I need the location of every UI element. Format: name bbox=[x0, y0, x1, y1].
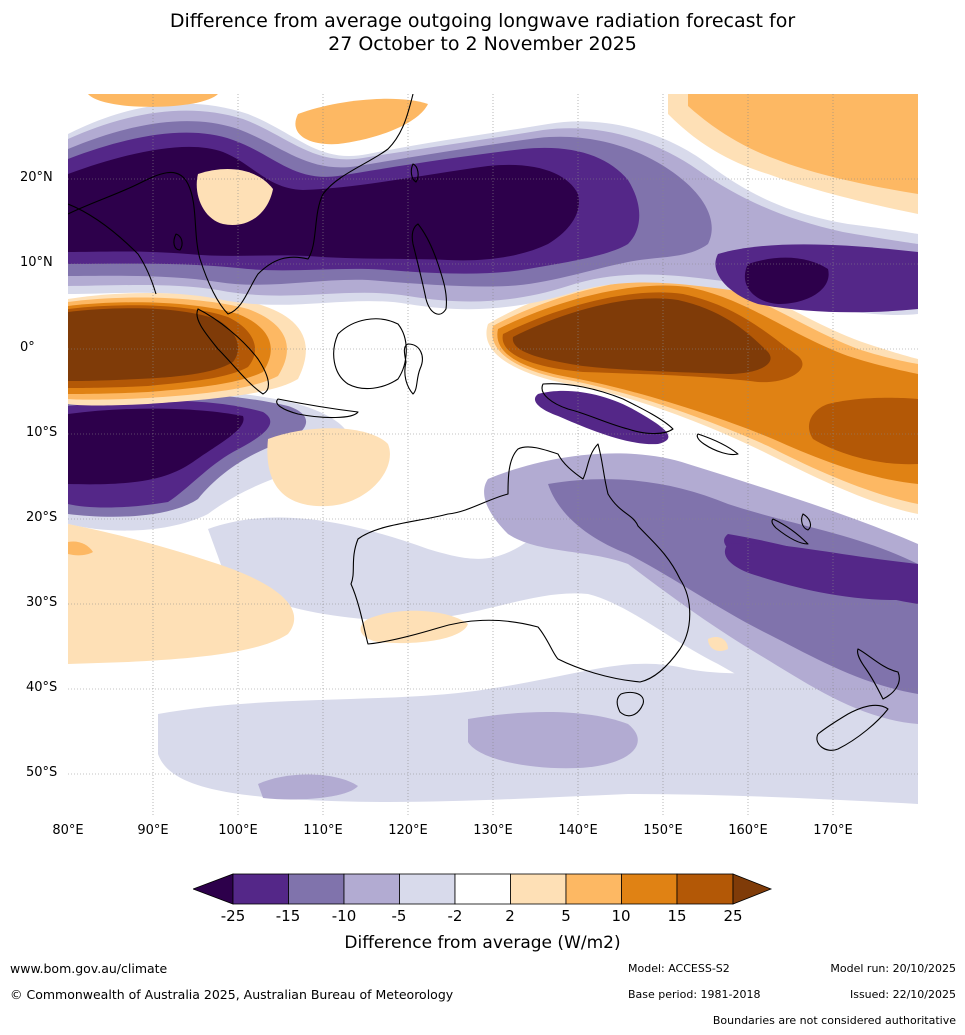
india-coastline bbox=[68, 203, 157, 295]
new-caledonia-coastline bbox=[771, 518, 809, 545]
lon-label-90e: 90°E bbox=[137, 823, 169, 838]
sumatra-coastline bbox=[196, 308, 269, 395]
lat-label-20s: 20°S bbox=[26, 510, 58, 525]
model-run-date: Model run: 20/10/2025 bbox=[830, 962, 956, 975]
colorbar-title: Difference from average (W/m2) bbox=[344, 933, 621, 953]
boundaries-disclaimer: Boundaries are not considered authoritat… bbox=[712, 1014, 956, 1027]
copyright-text: © Commonwealth of Australia 2025, Austra… bbox=[10, 987, 454, 1002]
colorbar-tick-2: -15 bbox=[275, 907, 301, 925]
sri-lanka-coastline bbox=[173, 233, 183, 251]
sulawesi-coastline bbox=[403, 343, 423, 395]
lon-label-80e: 80°E bbox=[52, 823, 84, 838]
lon-label-150e: 150°E bbox=[643, 823, 683, 838]
map-title: Difference from average outgoing longwav… bbox=[0, 10, 965, 56]
anomaly-eastern-pacific-pos-vstrong bbox=[808, 397, 918, 465]
colorbar-tick-10: 25 bbox=[723, 907, 743, 925]
colorbar-bin-9 bbox=[676, 873, 734, 905]
colorbar-bin-7 bbox=[565, 873, 622, 905]
colorbar-tick-7: 5 bbox=[561, 907, 571, 925]
anomaly-southern-australia-pos bbox=[360, 610, 468, 644]
lat-label-40s: 40°S bbox=[26, 680, 58, 695]
java-coastline bbox=[276, 398, 359, 419]
colorbar-tick-6: 2 bbox=[505, 907, 515, 925]
fiji-coastline bbox=[801, 513, 812, 531]
lat-label-50s: 50°S bbox=[26, 765, 58, 780]
lat-label-0: 0° bbox=[20, 340, 35, 355]
anomaly-pacific-strong bbox=[724, 543, 918, 600]
lat-label-10n: 10°N bbox=[20, 255, 53, 270]
australia-coastline bbox=[350, 443, 691, 683]
issued-date: Issued: 22/10/2025 bbox=[849, 988, 956, 1001]
lon-label-110e: 110°E bbox=[303, 823, 343, 838]
lon-label-140e: 140°E bbox=[558, 823, 598, 838]
colorbar-tick-8: 10 bbox=[611, 907, 631, 925]
lon-label-130e: 130°E bbox=[473, 823, 513, 838]
anomaly-southern-ocean-mid-2 bbox=[258, 774, 358, 800]
colorbar-bin-2 bbox=[288, 873, 345, 905]
colorbar-tick-1: -25 bbox=[220, 907, 246, 925]
colorbar-bin-4 bbox=[399, 873, 456, 905]
olr-anomaly-map bbox=[68, 94, 918, 816]
colorbar bbox=[193, 873, 773, 905]
coastlines bbox=[68, 94, 900, 751]
philippines-coastline bbox=[411, 223, 447, 315]
model-name: Model: ACCESS-S2 bbox=[628, 962, 730, 975]
anomaly-indian-ocean-eq-pos-extreme bbox=[68, 308, 238, 381]
lon-label-120e: 120°E bbox=[388, 823, 428, 838]
anomaly-coral-sea-dark bbox=[548, 479, 918, 694]
colorbar-bin-3 bbox=[343, 873, 400, 905]
colorbar-tick-5: -2 bbox=[447, 907, 463, 925]
colorbar-bin-6 bbox=[510, 873, 567, 905]
new-guinea-coastline bbox=[541, 383, 674, 435]
colorbar-tick-4: -5 bbox=[391, 907, 407, 925]
borneo-coastline bbox=[333, 318, 407, 390]
anomaly-indian-ocean-s-extreme bbox=[68, 408, 244, 485]
colorbar-tick-3: -10 bbox=[331, 907, 357, 925]
lat-label-20n: 20°N bbox=[20, 170, 53, 185]
website-link[interactable]: www.bom.gov.au/climate bbox=[10, 961, 168, 976]
lat-label-10s: 10°S bbox=[26, 425, 58, 440]
anomaly-nw-pacific-pos-mid bbox=[688, 94, 918, 194]
colorbar-bin-1 bbox=[232, 873, 289, 905]
solomon-islands-coastline bbox=[696, 433, 739, 456]
new-zealand-north-coastline bbox=[857, 648, 900, 700]
colorbar-arrow-high bbox=[732, 873, 773, 905]
base-period: Base period: 1981-2018 bbox=[628, 988, 761, 1001]
title-line-1: Difference from average outgoing longwav… bbox=[169, 10, 796, 32]
graticule bbox=[68, 94, 918, 816]
anomaly-west-indian-pos-light bbox=[68, 524, 295, 664]
anomaly-indochina-pos-light bbox=[196, 169, 273, 225]
title-line-2: 27 October to 2 November 2025 bbox=[328, 33, 637, 55]
mainland-asia-coastline bbox=[68, 94, 414, 315]
anomaly-south-china-sea-pos bbox=[295, 98, 428, 145]
new-zealand-south-coastline bbox=[816, 704, 889, 751]
anomaly-west-indian-pos-mid bbox=[68, 541, 93, 556]
colorbar-bin-8 bbox=[621, 873, 678, 905]
lon-label-100e: 100°E bbox=[218, 823, 258, 838]
anomaly-tasman-pos bbox=[708, 637, 728, 651]
anomaly-southeast-indian-pos-light bbox=[267, 428, 390, 507]
taiwan-coastline bbox=[410, 163, 419, 183]
anomaly-southern-ocean-mid bbox=[468, 712, 638, 769]
tasmania-coastline bbox=[616, 691, 644, 717]
colorbar-tick-9: 15 bbox=[667, 907, 687, 925]
anomaly-pacific-eq-pos-extreme bbox=[512, 298, 771, 374]
lat-label-30s: 30°S bbox=[26, 595, 58, 610]
colorbar-bin-5 bbox=[454, 873, 511, 905]
colorbar-arrow-low bbox=[193, 873, 234, 905]
lon-label-170e: 170°E bbox=[813, 823, 853, 838]
lon-label-160e: 160°E bbox=[728, 823, 768, 838]
anomaly-mid-pacific-extreme bbox=[744, 257, 829, 304]
